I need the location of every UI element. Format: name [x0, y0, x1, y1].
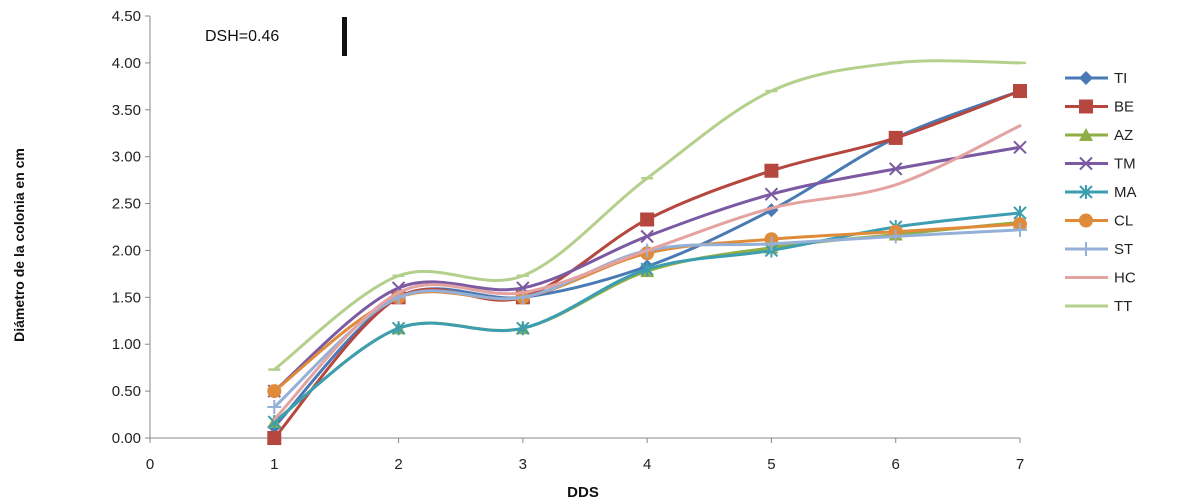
data-point-tm: [640, 229, 654, 244]
legend: TI BE AZ TM MA CL ST HC TT: [1065, 70, 1137, 315]
data-point-tm: [764, 187, 779, 201]
legend-item-cl: CL: [1065, 213, 1133, 230]
y-tick-label: 2.50: [112, 196, 141, 213]
legend-item-az: AZ: [1065, 127, 1133, 144]
legend-marker: [1079, 242, 1093, 256]
legend-marker: [1079, 99, 1093, 114]
x-tick-label: 1: [270, 456, 278, 473]
data-point-st: [1013, 222, 1027, 237]
y-tick-label: 1.00: [112, 336, 141, 353]
legend-item-ma: MA: [1065, 184, 1137, 201]
legend-item-tm: TM: [1065, 156, 1136, 173]
series-tt: [268, 59, 1026, 372]
chart-axes: [149, 16, 1020, 439]
x-tick-label: 4: [643, 456, 651, 473]
y-tick-label: 2.00: [112, 242, 141, 259]
x-tick-label: 6: [892, 456, 900, 473]
legend-item-tt: TT: [1065, 298, 1132, 315]
y-tick-label: 4.00: [112, 55, 141, 72]
legend-label: TI: [1114, 70, 1127, 87]
legend-label: TT: [1114, 298, 1132, 315]
data-point-be: [1013, 84, 1027, 99]
legend-label: HC: [1114, 270, 1136, 287]
legend-marker: [1079, 128, 1093, 141]
x-tick-label: 0: [146, 456, 154, 473]
series-ma: [267, 205, 1027, 430]
legend-label: BE: [1114, 99, 1134, 116]
y-axis-title: Diámetro de la colonia en cm: [11, 148, 27, 342]
legend-item-st: ST: [1065, 241, 1133, 258]
data-point-be: [640, 212, 655, 227]
series-hc: [272, 124, 1022, 421]
series-line-hc: [272, 124, 1022, 421]
data-point-be: [764, 163, 779, 178]
data-point-tm: [889, 162, 903, 176]
dsh-bar: [342, 17, 347, 56]
y-axis-ticks: 0.00 0.50 1.00 1.50 2.00 2.50 3.00 3.50 4.00 4.50: [112, 8, 150, 447]
y-tick-label: 4.50: [112, 8, 141, 25]
x-tick-label: 7: [1016, 456, 1024, 473]
data-point-st: [764, 236, 779, 251]
data-point-be: [888, 130, 903, 145]
x-axis-title: DDS: [567, 484, 599, 500]
legend-item-be: BE: [1065, 99, 1134, 116]
data-point-ma: [516, 321, 530, 336]
legend-label: MA: [1114, 184, 1137, 201]
legend-marker: [1079, 213, 1093, 228]
legend-label: CL: [1114, 213, 1133, 230]
y-tick-label: 3.50: [112, 102, 141, 119]
series-layer: [267, 59, 1027, 445]
x-tick-label: 3: [519, 456, 527, 473]
dsh-annotation: DSH=0.46: [205, 28, 279, 45]
legend-item-ti: TI: [1065, 70, 1127, 87]
legend-label: ST: [1114, 241, 1133, 258]
legend-marker: [1079, 156, 1093, 171]
data-point-tm: [1013, 140, 1027, 154]
y-tick-label: 3.00: [112, 149, 141, 166]
legend-label: TM: [1114, 156, 1136, 173]
data-point-cl: [267, 384, 282, 399]
legend-item-hc: HC: [1065, 270, 1136, 287]
legend-marker: [1079, 185, 1093, 199]
x-tick-label: 5: [767, 456, 775, 473]
legend-marker: [1079, 71, 1093, 85]
data-point-be: [267, 431, 282, 445]
y-tick-label: 0.50: [112, 383, 141, 400]
x-tick-label: 2: [394, 456, 402, 473]
y-tick-label: 0.00: [112, 430, 141, 447]
data-point-ma: [391, 321, 406, 336]
data-point-ma: [640, 262, 654, 277]
legend-label: AZ: [1114, 127, 1133, 144]
data-point-st: [888, 229, 903, 244]
data-point-st: [267, 400, 282, 415]
y-tick-label: 1.50: [112, 289, 141, 306]
